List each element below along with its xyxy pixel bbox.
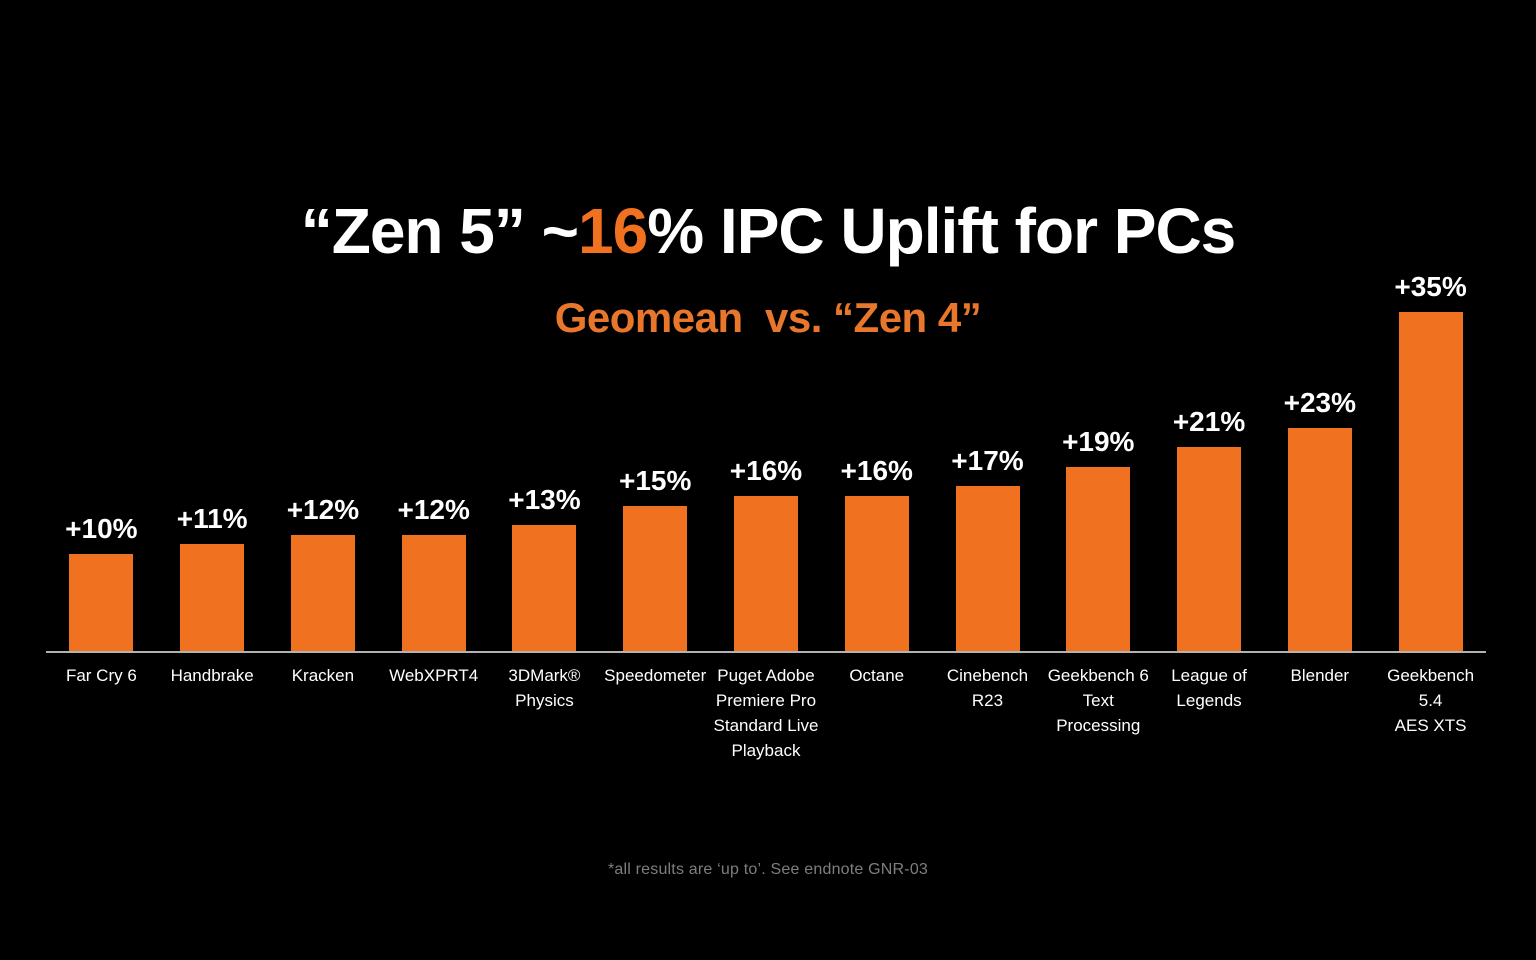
- bar: [733, 495, 798, 651]
- title-highlight: 16: [578, 195, 648, 267]
- title-suffix: % IPC Uplift for PCs: [647, 195, 1236, 267]
- bar-value-label: +13%: [508, 483, 581, 515]
- bar-column: +23%: [1264, 387, 1375, 651]
- bar: [623, 505, 688, 651]
- category-label: Far Cry 6: [65, 666, 137, 685]
- subtitle: Geomean vs. “Zen 4”: [554, 294, 982, 341]
- bar-value-label: +21%: [1172, 406, 1246, 438]
- title-prefix: “Zen 5” ~: [300, 195, 579, 267]
- bar-value-label: +12%: [397, 493, 470, 525]
- bar: [1398, 311, 1463, 651]
- bar-chart: +10% +11% +12% +12% +13% +15% +16% +16% +17% +19%…: [46, 241, 1486, 763]
- bars-row: +10% +11% +12% +12% +13% +15% +16% +16% +17% +19%…: [46, 241, 1486, 651]
- bar-column: +10%: [46, 513, 157, 651]
- bar-column: +16%: [821, 455, 932, 651]
- bar-value-label: +17%: [951, 445, 1024, 477]
- category-label: WebXPRT4: [389, 666, 479, 685]
- bar-column: +17%: [932, 445, 1043, 651]
- bar-column: +21%: [1154, 406, 1265, 651]
- bar-column: +16%: [711, 455, 822, 651]
- bar: [180, 544, 245, 651]
- bar-value-label: +11%: [176, 503, 248, 535]
- category-label: Cinebench R23: [946, 666, 1029, 710]
- bar: [955, 486, 1020, 651]
- bar-value-label: +16%: [840, 454, 913, 486]
- x-axis-line: [46, 651, 1486, 653]
- bar-value-label: +15%: [619, 464, 692, 496]
- bar-column: +35%: [1375, 270, 1486, 651]
- category-label: Kracken: [291, 666, 355, 685]
- bar: [1287, 427, 1352, 651]
- bar: [1066, 466, 1131, 651]
- bar-value-label: +12%: [286, 493, 360, 525]
- bar: [401, 534, 466, 651]
- bar-value-label: +10%: [65, 513, 138, 544]
- category-label: Geekbench 6 Text Processing: [1047, 666, 1149, 735]
- category-label: Handbrake: [170, 666, 254, 685]
- bar-column: +19%: [1043, 426, 1154, 651]
- bar: [512, 524, 577, 651]
- bar-column: +12%: [268, 494, 379, 651]
- bar: [69, 554, 134, 651]
- bar-column: +15%: [600, 464, 711, 651]
- bar-column: +11%: [157, 503, 268, 651]
- bar-column: +12%: [378, 494, 489, 651]
- category-label: Blender: [1290, 666, 1350, 685]
- category-label: Octane: [849, 666, 905, 685]
- category-label: Geekbench 5.4 AES XTS: [1387, 666, 1475, 735]
- bar: [1177, 447, 1242, 651]
- labels-row: Far Cry 6 Handbrake Kracken WebXPRT4 3DMark®…: [46, 653, 1486, 763]
- bar-value-label: +35%: [1394, 270, 1467, 302]
- category-label: 3DMark® Physics: [508, 666, 581, 710]
- bar-value-label: +23%: [1283, 386, 1356, 418]
- bar-value-label: +19%: [1062, 425, 1135, 457]
- category-label: League of Legends: [1171, 666, 1247, 710]
- bar: [290, 534, 355, 651]
- bar-value-label: +16%: [729, 454, 803, 486]
- footnote: *all results are ‘up to’. See endnote GN…: [607, 861, 929, 878]
- page-title: “Zen 5” ~16% IPC Uplift for PCs: [0, 196, 1536, 266]
- category-label: Puget Adobe Premiere Pro Standard Live P…: [713, 666, 819, 760]
- bar-column: +13%: [489, 484, 600, 651]
- bar: [844, 495, 909, 651]
- category-label: Speedometer: [604, 666, 707, 685]
